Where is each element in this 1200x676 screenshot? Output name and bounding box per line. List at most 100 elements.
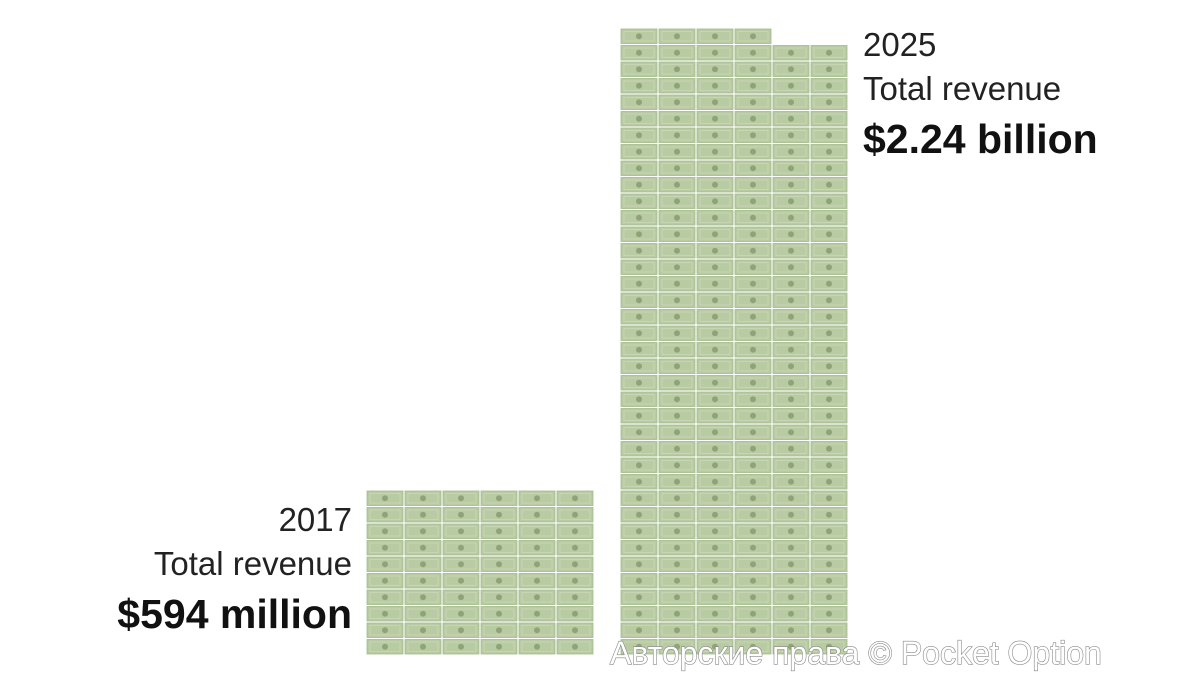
bill-seal (534, 577, 540, 584)
bill-seal (636, 313, 642, 320)
bill-inner (813, 245, 845, 256)
bill-seal (420, 544, 426, 551)
bill-seal (826, 561, 832, 568)
bill-inner (699, 641, 731, 652)
bill-inner (623, 113, 655, 124)
bill-seal (636, 181, 642, 188)
bill-seal (750, 264, 756, 271)
bill-inner (661, 146, 693, 157)
bill-inner (661, 427, 693, 438)
bill-inner (775, 262, 807, 273)
bill-seal (674, 297, 680, 304)
bill-seal (382, 643, 388, 650)
bill-seal (712, 346, 718, 353)
bill-inner (623, 163, 655, 174)
bill-seal (826, 264, 832, 271)
bill-inner (369, 641, 401, 652)
bill-inner (661, 113, 693, 124)
bill-seal (750, 396, 756, 403)
bill-seal (712, 181, 718, 188)
bill-inner (699, 575, 731, 586)
year-label: 2017 (279, 501, 352, 538)
bill-inner (699, 460, 731, 471)
bill-inner (623, 526, 655, 537)
bill-inner (623, 278, 655, 289)
bill-inner (661, 608, 693, 619)
bill-inner (661, 229, 693, 240)
bill-inner (661, 509, 693, 520)
bill-inner (699, 212, 731, 223)
bill-stack (366, 490, 594, 655)
bill-seal (572, 495, 578, 502)
bill-inner (521, 559, 553, 570)
bill-inner (661, 344, 693, 355)
bill-seal (712, 165, 718, 172)
bill-seal (712, 577, 718, 584)
bill-seal (636, 247, 642, 254)
value-label: $2.24 billion (863, 116, 1098, 162)
bill-seal (674, 495, 680, 502)
bill-seal (788, 478, 794, 485)
bill-inner (775, 229, 807, 240)
bill-seal (674, 643, 680, 650)
bill-seal (572, 643, 578, 650)
bill-inner (623, 245, 655, 256)
bill-inner (699, 344, 731, 355)
bill-inner (521, 592, 553, 603)
bill-inner (699, 97, 731, 108)
bill-inner (483, 592, 515, 603)
bill-inner (445, 592, 477, 603)
bill-inner (445, 509, 477, 520)
bill-inner (737, 608, 769, 619)
bill-inner (483, 625, 515, 636)
bill-inner (737, 146, 769, 157)
bill-inner (483, 641, 515, 652)
bill-inner (813, 641, 845, 652)
bill-seal (750, 346, 756, 353)
bill-inner (699, 146, 731, 157)
bill-seal (750, 82, 756, 89)
bill-seal (750, 214, 756, 221)
bill-inner (521, 509, 553, 520)
bill-seal (712, 33, 718, 40)
bill-inner (559, 625, 591, 636)
bill-inner (661, 47, 693, 58)
watermark: Авторские права © Pocket Option (610, 635, 1102, 671)
bill-seal (750, 313, 756, 320)
bill-seal (674, 610, 680, 617)
bill-seal (788, 264, 794, 271)
bill-inner (775, 460, 807, 471)
bill-seal (674, 33, 680, 40)
bill-inner (699, 427, 731, 438)
bill-inner (813, 212, 845, 223)
bill-seal (496, 528, 502, 535)
bill-seal (788, 148, 794, 155)
bill-inner (775, 212, 807, 223)
bill-seal (674, 313, 680, 320)
bill-inner (737, 361, 769, 372)
bill-inner (737, 47, 769, 58)
bill-seal (826, 214, 832, 221)
bill-inner (775, 328, 807, 339)
bill-seal (826, 445, 832, 452)
bill-seal (712, 99, 718, 106)
bill-seal (712, 297, 718, 304)
bill-seal (826, 165, 832, 172)
bill-seal (458, 610, 464, 617)
bill-inner (483, 575, 515, 586)
bill-seal (636, 495, 642, 502)
bill-inner (483, 509, 515, 520)
bill-seal (788, 412, 794, 419)
bill-inner (699, 163, 731, 174)
bill-seal (788, 511, 794, 518)
bill-inner (623, 410, 655, 421)
bill-inner (623, 229, 655, 240)
bill-seal (826, 82, 832, 89)
bill-inner (623, 146, 655, 157)
bill-seal (712, 544, 718, 551)
bill-seal (496, 627, 502, 634)
bill-inner (623, 394, 655, 405)
bill-inner (369, 542, 401, 553)
bill-inner (623, 427, 655, 438)
bill-inner (661, 245, 693, 256)
